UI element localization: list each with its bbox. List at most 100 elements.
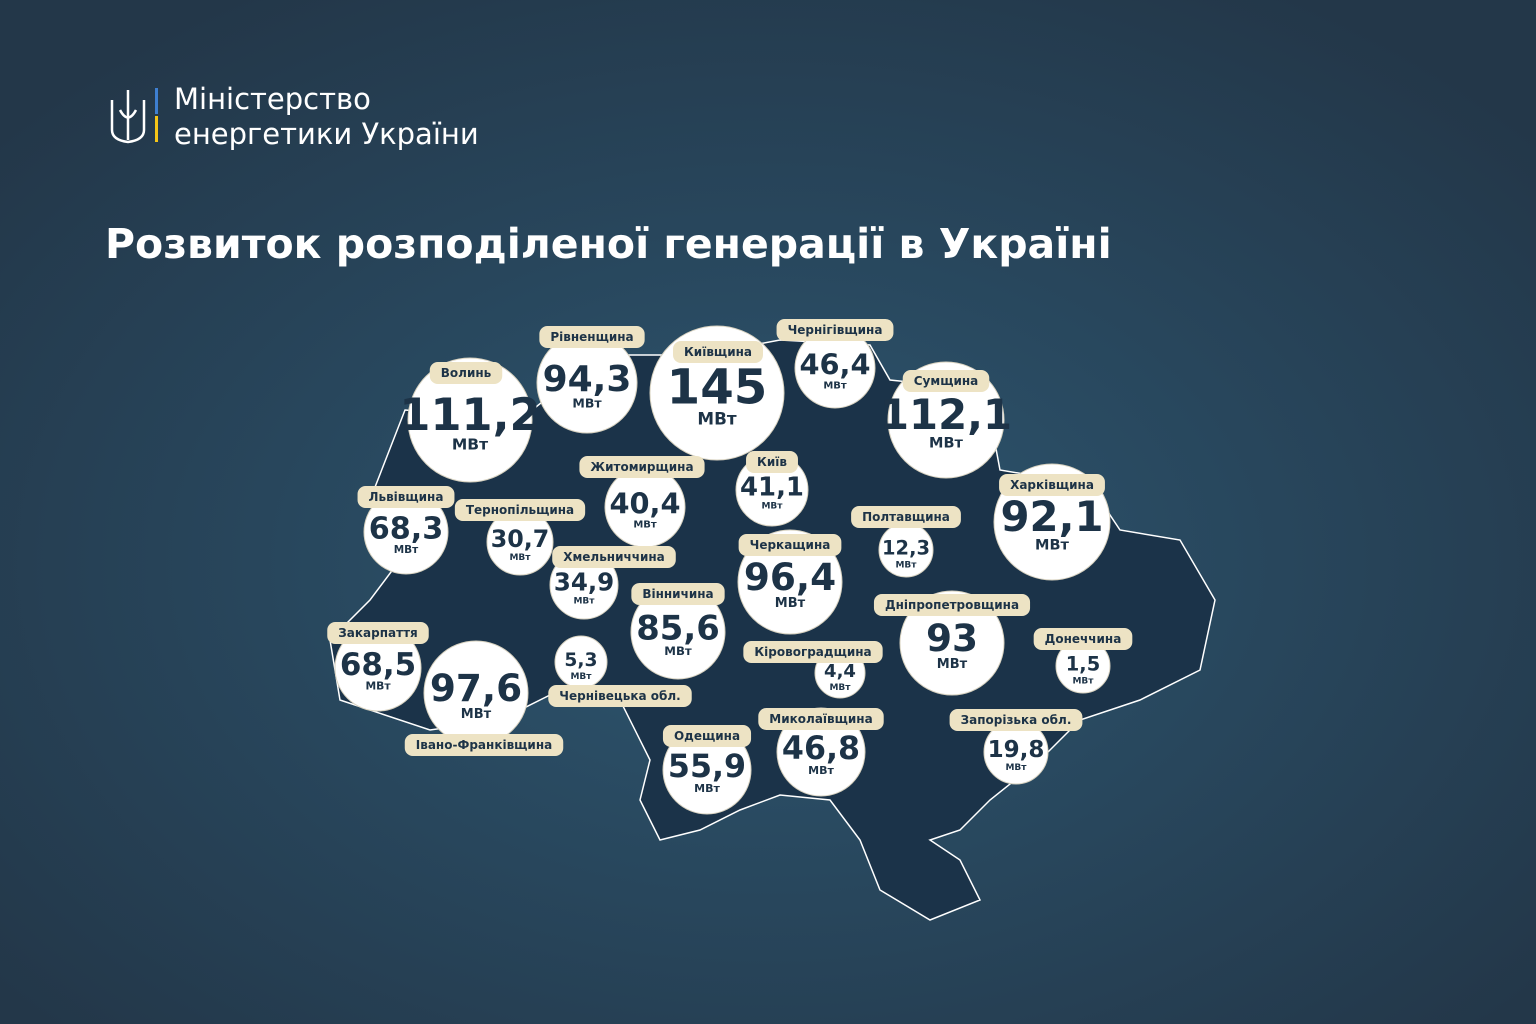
- region-unit: МВт: [572, 395, 602, 410]
- region-value: 97,6: [430, 666, 522, 710]
- region-value: 85,6: [636, 608, 719, 647]
- region-label-bg: [539, 326, 645, 348]
- region-circle: [407, 357, 533, 483]
- region-name: Одещина: [674, 729, 740, 743]
- region-label-bg: [949, 709, 1083, 731]
- region-label-bg: [357, 486, 455, 508]
- region-unit: МВт: [452, 435, 488, 453]
- region-unit: МВт: [808, 764, 834, 777]
- region-name: Львівщина: [369, 490, 444, 504]
- region-name: Київ: [757, 455, 787, 469]
- region-unit: МВт: [694, 782, 720, 795]
- region-unit: МВт: [1005, 763, 1027, 773]
- region-label-bg: [548, 685, 692, 707]
- title: Розвиток розподіленої генерації в Україн…: [105, 220, 1112, 268]
- region-name: Київщина: [684, 345, 752, 359]
- region-label-bg: [738, 534, 842, 556]
- region-label-bg: [851, 506, 961, 528]
- region-unit: МВт: [1072, 676, 1094, 686]
- region-unit: МВт: [829, 683, 851, 693]
- region-value: 4,4: [824, 661, 856, 682]
- region-label-bg: [743, 641, 883, 663]
- region-label-bg: [1033, 628, 1133, 650]
- region-name: Харківщина: [1010, 478, 1094, 492]
- region-unit: МВт: [570, 672, 592, 682]
- region-label-bg: [631, 583, 725, 605]
- region-unit: МВт: [664, 644, 692, 658]
- region-label-bg: [776, 319, 894, 341]
- region-value: 46,8: [782, 731, 860, 767]
- region-value: 41,1: [740, 473, 804, 503]
- region-name: Закарпаття: [338, 626, 417, 640]
- region-value: 55,9: [668, 749, 746, 785]
- region-value: 145: [667, 360, 768, 416]
- region-value: 111,2: [399, 389, 540, 441]
- region-name: Дніпропетровщина: [885, 598, 1019, 612]
- region-value: 19,8: [988, 737, 1045, 763]
- region-unit: МВт: [509, 553, 531, 563]
- region-value: 46,4: [799, 347, 870, 381]
- region-value: 40,4: [609, 486, 680, 520]
- region-name: Сумщина: [914, 374, 979, 388]
- region-value: 34,9: [554, 567, 614, 596]
- region-name: Полтавщина: [862, 510, 950, 524]
- region-value: 68,5: [340, 647, 416, 683]
- region-unit: МВт: [929, 436, 963, 452]
- region-name: Хмельниччина: [563, 550, 665, 564]
- region-name: Волинь: [441, 366, 492, 380]
- region-value: 5,3: [564, 650, 597, 671]
- region-name: Черкащина: [750, 538, 831, 552]
- region-value: 112,1: [880, 390, 1012, 439]
- region-label-bg: [552, 546, 676, 568]
- region-name: Івано-Франківщина: [416, 738, 552, 752]
- region-name: Чернігівщина: [788, 323, 883, 337]
- region-label-bg: [662, 725, 752, 747]
- region-name: Миколаївщина: [769, 712, 872, 726]
- logo: [110, 90, 146, 144]
- region-label-bg: [454, 499, 586, 521]
- region-label-bg: [746, 451, 798, 473]
- region-unit: МВт: [697, 408, 736, 428]
- logo-bar-yellow: [155, 116, 158, 142]
- region-label-bg: [673, 341, 763, 363]
- region-name: Вінничина: [642, 587, 713, 601]
- region-unit: МВт: [573, 596, 595, 606]
- region-unit: МВт: [461, 707, 492, 722]
- region-unit: МВт: [823, 380, 847, 391]
- region-value: 68,3: [369, 512, 444, 547]
- region-unit: МВт: [1035, 538, 1069, 554]
- region-name: Тернопільщина: [466, 503, 574, 517]
- region-name: Запорізька обл.: [961, 713, 1072, 727]
- region-value: 30,7: [491, 525, 550, 553]
- region-label-bg: [404, 734, 564, 756]
- region-value: 1,5: [1066, 652, 1100, 675]
- region-label-bg: [999, 474, 1105, 496]
- region-label-bg: [579, 456, 705, 478]
- region-value: 12,3: [882, 536, 930, 559]
- region-value: 96,4: [744, 555, 836, 599]
- region-label-bg: [758, 708, 884, 730]
- ministry-name: енергетики України: [174, 117, 479, 151]
- region-unit: МВт: [895, 560, 917, 570]
- region-name: Чернівецька обл.: [559, 689, 680, 703]
- region-label-bg: [902, 370, 990, 392]
